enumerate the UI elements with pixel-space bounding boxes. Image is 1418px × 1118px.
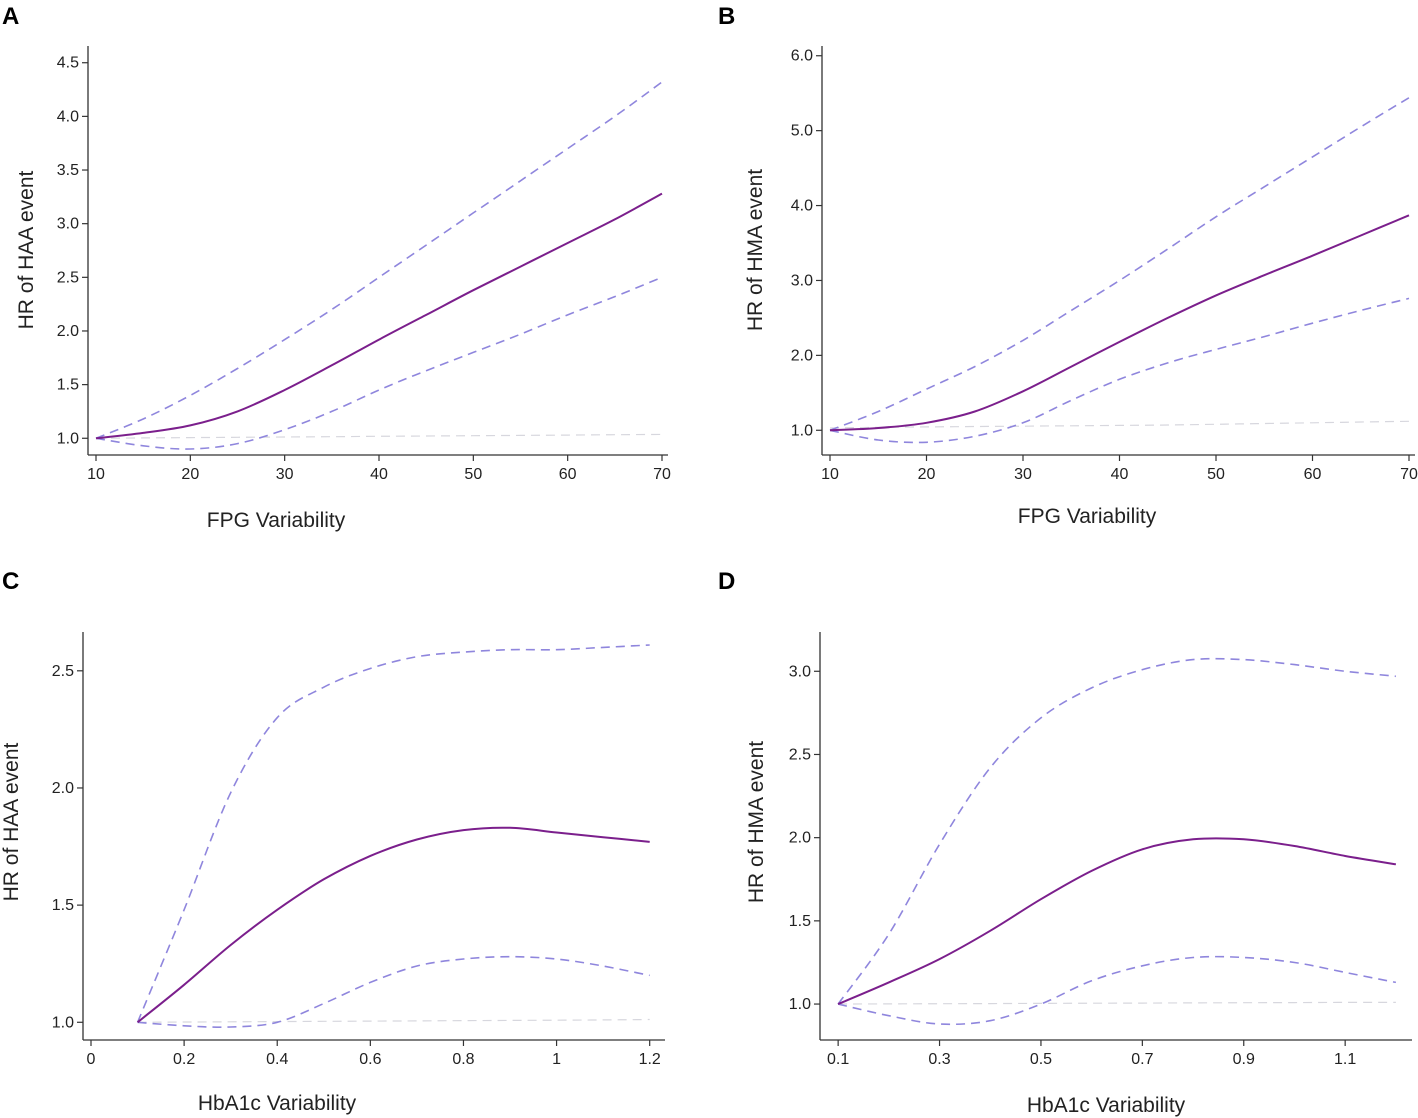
panel-c: C 1.0 1.5 2.0 2.5 0 0.2 0.4 0.6 0.8 1 1.2 HR of HAA… xyxy=(0,568,665,1115)
y-axis-title: HR of HMA event xyxy=(744,169,767,331)
x-tick-label: 60 xyxy=(1304,466,1322,483)
y-tick-label: 1.5 xyxy=(52,897,74,914)
reference-line xyxy=(838,1001,1396,1005)
hr-curve xyxy=(95,192,663,440)
x-tick-label: 0.2 xyxy=(173,1051,195,1068)
y-tick-label: 1.0 xyxy=(791,422,813,439)
panel-letter: D xyxy=(718,568,735,595)
y-axis-title: HR of HAA event xyxy=(0,742,23,901)
x-tick-label: 0.6 xyxy=(359,1051,381,1068)
x-tick-label: 60 xyxy=(559,466,577,483)
x-tick-label: 1.1 xyxy=(1334,1051,1356,1068)
ci-curve xyxy=(95,81,663,440)
y-tick-label: 1.0 xyxy=(57,430,79,447)
x-tick-label: 40 xyxy=(1111,466,1129,483)
y-tick-label: 1.5 xyxy=(57,377,79,394)
x-tick-label: 30 xyxy=(276,466,294,483)
panel-letter: C xyxy=(2,568,19,595)
y-tick-label: 1.0 xyxy=(52,1014,74,1031)
ci-curve xyxy=(837,657,1396,1005)
ci-curve xyxy=(837,955,1397,1026)
y-tick-label: 1.5 xyxy=(789,913,811,930)
y-tick-label: 6.0 xyxy=(791,48,813,65)
reference-line xyxy=(137,1018,650,1023)
panel-letter: B xyxy=(718,3,735,30)
x-tick-label: 0.8 xyxy=(452,1051,474,1068)
panel-d: D 1.0 1.5 2.0 2.5 3.0 0.1 0.3 0.5 0.7 0.9 1.1 HR of… xyxy=(718,568,1412,1117)
ci-curve xyxy=(137,955,650,1028)
y-tick-label: 4.0 xyxy=(791,198,813,215)
x-tick-label: 70 xyxy=(653,466,671,483)
y-tick-label: 2.0 xyxy=(52,780,74,797)
x-tick-label: 0.4 xyxy=(266,1051,288,1068)
panel-a: A 1.0 1.5 2.0 2.5 3.0 3.5 4.0 4.5 10 20 30 40 50 60 70… xyxy=(2,3,671,532)
reference-line xyxy=(95,433,663,439)
x-tick-label: 10 xyxy=(87,466,105,483)
x-tick-label: 50 xyxy=(464,466,482,483)
panel-letter: A xyxy=(2,3,19,30)
x-axis-title: HbA1c Variability xyxy=(198,1092,357,1115)
x-tick-label: 0.7 xyxy=(1131,1051,1153,1068)
y-axis-title: HR of HMA event xyxy=(745,741,768,903)
y-tick-label: 2.0 xyxy=(789,830,811,847)
x-tick-label: 1 xyxy=(552,1051,561,1068)
y-tick-label: 2.5 xyxy=(57,269,79,286)
y-tick-label: 3.0 xyxy=(791,272,813,289)
x-tick-label: 1.2 xyxy=(639,1051,661,1068)
x-tick-label: 0.1 xyxy=(827,1051,849,1068)
x-tick-label: 30 xyxy=(1014,466,1032,483)
x-tick-label: 0.3 xyxy=(928,1051,950,1068)
x-axis-title: FPG Variability xyxy=(207,509,346,532)
ci-curve xyxy=(829,297,1410,444)
x-tick-label: 40 xyxy=(370,466,388,483)
ci-curve xyxy=(829,97,1410,432)
y-tick-label: 3.0 xyxy=(789,663,811,680)
x-tick-label: 0 xyxy=(87,1051,96,1068)
x-tick-label: 70 xyxy=(1400,466,1418,483)
hr-curve xyxy=(829,214,1410,432)
ci-curve xyxy=(95,276,663,450)
x-tick-label: 0.9 xyxy=(1233,1051,1255,1068)
x-tick-label: 50 xyxy=(1207,466,1225,483)
hr-curve xyxy=(837,837,1397,1006)
reference-line xyxy=(829,420,1410,429)
y-tick-label: 3.0 xyxy=(57,216,79,233)
x-tick-label: 10 xyxy=(821,466,839,483)
y-tick-label: 4.5 xyxy=(57,55,79,72)
x-axis-title: HbA1c Variability xyxy=(1027,1094,1186,1117)
y-tick-label: 2.0 xyxy=(791,347,813,364)
y-tick-label: 2.5 xyxy=(52,663,74,680)
y-tick-label: 2.0 xyxy=(57,323,79,340)
y-axis-title: HR of HAA event xyxy=(15,170,38,329)
x-axis-title: FPG Variability xyxy=(1018,505,1157,528)
x-tick-label: 0.5 xyxy=(1030,1051,1052,1068)
y-tick-label: 1.0 xyxy=(789,996,811,1013)
y-tick-label: 3.5 xyxy=(57,162,79,179)
hr-curve xyxy=(136,826,650,1024)
x-tick-label: 20 xyxy=(181,466,199,483)
y-tick-label: 4.0 xyxy=(57,108,79,125)
x-tick-label: 20 xyxy=(918,466,936,483)
y-tick-label: 2.5 xyxy=(789,746,811,763)
y-tick-label: 5.0 xyxy=(791,123,813,140)
panel-b: B 1.0 2.0 3.0 4.0 5.0 6.0 10 20 30 40 50 60 70 HR of … xyxy=(718,3,1418,528)
ci-curve xyxy=(136,644,650,1023)
